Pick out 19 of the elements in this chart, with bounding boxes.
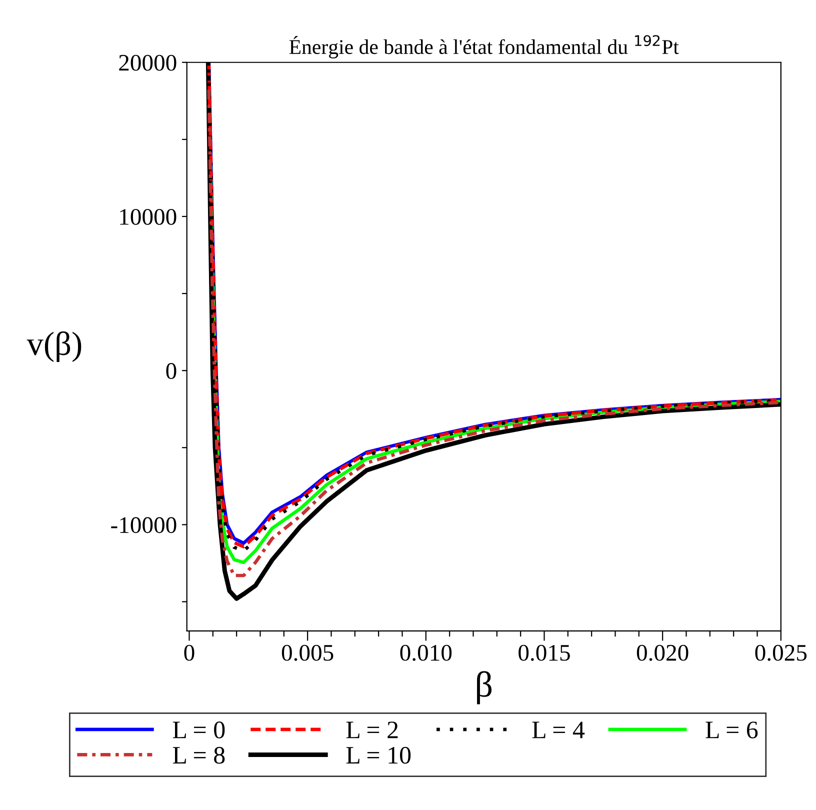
legend-label: L = 2 <box>346 722 398 738</box>
y-tick-label: 0 <box>166 363 176 379</box>
legend-label: L = 4 <box>532 722 585 738</box>
legend-label: L = 6 <box>706 722 758 738</box>
x-tick-label: 0.020 <box>636 644 688 661</box>
y-tick-label: -10000 <box>111 517 176 534</box>
legend-label: L = 8 <box>172 746 225 764</box>
y-tick-label: 20000 <box>119 54 176 71</box>
x-tick-label: 0.005 <box>282 644 334 661</box>
x-tick-label: 0.010 <box>400 644 452 661</box>
y-tick-label: 10000 <box>120 208 176 225</box>
chart-title: Énergie de bande à l'état fondamental du $^{192}$Pt <box>289 35 679 58</box>
x-axis-title: β <box>477 671 492 704</box>
y-axis-title: v(β) <box>26 331 82 362</box>
x-tick-label: 0.015 <box>518 644 570 661</box>
x-tick-label: 0.025 <box>755 644 807 661</box>
x-tick-label: 0 <box>184 644 194 661</box>
legend-label: L = 10 <box>346 746 411 764</box>
legend-label: L = 0 <box>172 722 225 738</box>
